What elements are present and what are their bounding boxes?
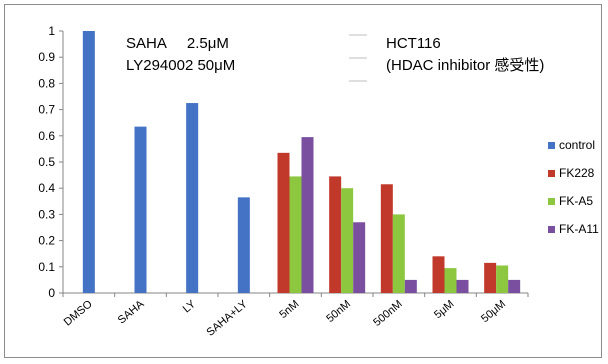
legend-swatch [548,141,555,149]
y-tick-label: 0.3 [38,207,55,221]
bar-fk-a11 [456,279,469,293]
legend-swatch [548,197,555,205]
x-tick-label: 500nM [371,298,404,329]
bar-fk-a11 [404,279,417,293]
bar-control [134,126,147,293]
legend-label: control [559,138,596,152]
cell-line-annotation-line1: HCT116 [386,35,441,52]
legend-label: FK-A5 [559,194,594,208]
bar-control [237,197,250,293]
x-tick-label: 5nM [277,298,301,321]
bar-fk228 [432,256,445,293]
bar-fk-a11 [301,137,314,293]
legend-label: FK-A11 [559,222,599,236]
y-tick-label: 0.7 [38,103,55,117]
x-tick-label: 50nM [324,298,353,325]
bar-fk228 [329,176,342,293]
treatment-annotation-line2: LY294002 50μM [126,57,236,74]
cell-line-annotation-line2: (HDAC inhibitor 感受性) [386,57,545,74]
y-tick-label: 0 [48,286,55,300]
x-tick-label: 5μM [432,298,456,321]
y-tick-label: 0.9 [38,50,55,64]
x-tick-label: SAHA [116,298,147,327]
bar-control [186,103,199,293]
bar-fk-a5 [496,265,509,293]
bar-fk-a11 [353,222,366,293]
bar-fk-a11 [508,279,521,293]
bar-fk-a5 [392,214,405,293]
bar-fk228 [380,184,393,293]
y-tick-label: 0.5 [38,155,55,169]
legend-swatch [548,169,555,177]
bar-fk-a5 [341,188,354,293]
legend-label: FK228 [559,166,595,180]
y-tick-label: 0.4 [38,181,55,195]
legend-item: FK-A5 [548,193,593,209]
x-tick-label: 50μM [479,298,508,325]
x-tick-label: DMSO [62,298,95,329]
y-tick-label: 0.8 [38,76,55,90]
bar-fk-a5 [444,268,457,293]
y-tick-label: 1 [48,24,55,38]
legend-swatch [548,225,555,233]
bar-control [82,31,95,293]
y-tick-label: 0.6 [38,129,55,143]
legend-item: FK228 [548,165,594,181]
x-tick-label: LY [181,298,199,316]
treatment-annotation-line1: SAHA 2.5μM [126,35,229,52]
bar-fk-a5 [289,176,302,293]
y-tick-label: 0.2 [38,234,55,248]
legend-item: control [548,137,595,153]
legend-item: FK-A11 [548,221,599,237]
bar-fk228 [277,152,290,293]
bar-fk228 [484,262,497,293]
x-tick-label: SAHA+LY [204,298,250,339]
y-tick-label: 0.1 [38,260,55,274]
